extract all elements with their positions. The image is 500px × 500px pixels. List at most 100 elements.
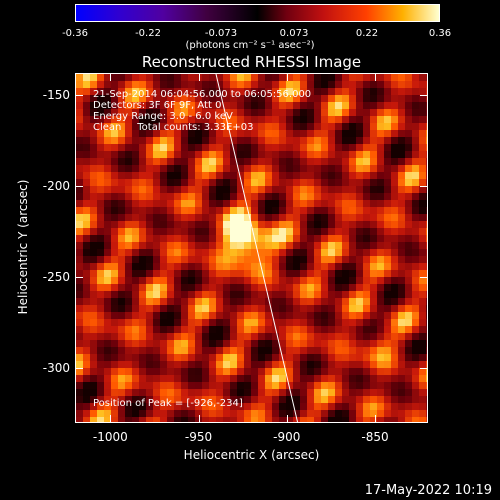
heatmap-cell: [321, 291, 328, 298]
heatmap-cell: [223, 228, 230, 235]
heatmap-cell: [265, 130, 272, 137]
heatmap-cell: [216, 354, 223, 361]
heatmap-cell: [426, 165, 427, 172]
heatmap-cell: [258, 277, 265, 284]
heatmap-cell: [286, 207, 293, 214]
heatmap-cell: [272, 228, 279, 235]
heatmap-cell: [398, 417, 405, 422]
y-tick-mark: [75, 277, 83, 279]
heatmap-cell: [223, 130, 230, 137]
heatmap-cell: [377, 305, 384, 312]
heatmap-cell: [391, 95, 398, 102]
heatmap-cell: [146, 410, 153, 417]
heatmap-cell: [90, 312, 97, 319]
heatmap-cell: [216, 130, 223, 137]
heatmap-cell: [209, 354, 216, 361]
heatmap-cell: [146, 74, 153, 81]
heatmap-cell: [307, 179, 314, 186]
heatmap-cell: [398, 102, 405, 109]
heatmap-cell: [83, 214, 90, 221]
time-range-text: 21-Sep-2014 06:04:56.000 to 06:05:56.000: [93, 89, 312, 100]
heatmap-cell: [377, 179, 384, 186]
heatmap-cell: [244, 158, 251, 165]
heatmap-cell: [195, 263, 202, 270]
heatmap-cell: [118, 333, 125, 340]
heatmap-cell: [321, 375, 328, 382]
heatmap-cell: [111, 151, 118, 158]
heatmap-cell: [328, 137, 335, 144]
heatmap-cell: [90, 235, 97, 242]
heatmap-cell: [104, 368, 111, 375]
heatmap-cell: [188, 382, 195, 389]
heatmap-cell: [174, 319, 181, 326]
heatmap-cell: [398, 256, 405, 263]
heatmap-cell: [377, 137, 384, 144]
heatmap-cell: [272, 235, 279, 242]
heatmap-cell: [279, 396, 286, 403]
heatmap-cell: [314, 298, 321, 305]
heatmap-cell: [188, 403, 195, 410]
heatmap-cell: [230, 270, 237, 277]
heatmap-cell: [104, 396, 111, 403]
heatmap-cell: [160, 109, 167, 116]
heatmap-cell: [167, 249, 174, 256]
heatmap-cell: [265, 144, 272, 151]
heatmap-cell: [118, 291, 125, 298]
heatmap-cell: [307, 389, 314, 396]
heatmap-cell: [335, 228, 342, 235]
heatmap-cell: [405, 319, 412, 326]
heatmap-cell: [286, 319, 293, 326]
heatmap-cell: [76, 291, 83, 298]
heatmap-cell: [97, 102, 104, 109]
heatmap-cell: [300, 81, 307, 88]
heatmap-cell: [307, 137, 314, 144]
heatmap-cell: [377, 298, 384, 305]
heatmap-cell: [118, 186, 125, 193]
heatmap-cell: [321, 333, 328, 340]
heatmap-cell: [118, 312, 125, 319]
heatmap-cell: [209, 319, 216, 326]
heatmap-cell: [342, 249, 349, 256]
heatmap-cell: [398, 235, 405, 242]
heatmap-cell: [97, 305, 104, 312]
heatmap-cell: [419, 186, 426, 193]
heatmap-cell: [307, 130, 314, 137]
heatmap-cell: [419, 102, 426, 109]
heatmap-cell: [356, 270, 363, 277]
heatmap-cell: [342, 235, 349, 242]
heatmap-cell: [279, 81, 286, 88]
heatmap-cell: [76, 137, 83, 144]
heatmap-cell: [300, 95, 307, 102]
heatmap-cell: [181, 326, 188, 333]
heatmap-cell: [202, 130, 209, 137]
heatmap-cell: [335, 368, 342, 375]
heatmap-cell: [265, 270, 272, 277]
heatmap-cell: [405, 137, 412, 144]
heatmap-cell: [272, 74, 279, 81]
heatmap-cell: [342, 242, 349, 249]
heatmap-cell: [251, 347, 258, 354]
heatmap-cell: [349, 228, 356, 235]
heatmap-cell: [293, 228, 300, 235]
heatmap-cell: [321, 186, 328, 193]
heatmap-cell: [307, 375, 314, 382]
heatmap-cell: [265, 312, 272, 319]
heatmap-cell: [244, 186, 251, 193]
heatmap-cell: [195, 326, 202, 333]
heatmap-cell: [398, 242, 405, 249]
heatmap-cell: [314, 186, 321, 193]
heatmap-cell: [153, 242, 160, 249]
y-tick-label: -300: [42, 361, 70, 376]
heatmap-cell: [209, 242, 216, 249]
heatmap-cell: [335, 221, 342, 228]
heatmap-cell: [202, 81, 209, 88]
heatmap-cell: [174, 186, 181, 193]
heatmap-cell: [125, 284, 132, 291]
heatmap-cell: [174, 354, 181, 361]
heatmap-cell: [426, 368, 427, 375]
heatmap-cell: [139, 354, 146, 361]
heatmap-cell: [188, 375, 195, 382]
heatmap-cell: [398, 410, 405, 417]
heatmap-cell: [377, 361, 384, 368]
heatmap-cell: [223, 186, 230, 193]
